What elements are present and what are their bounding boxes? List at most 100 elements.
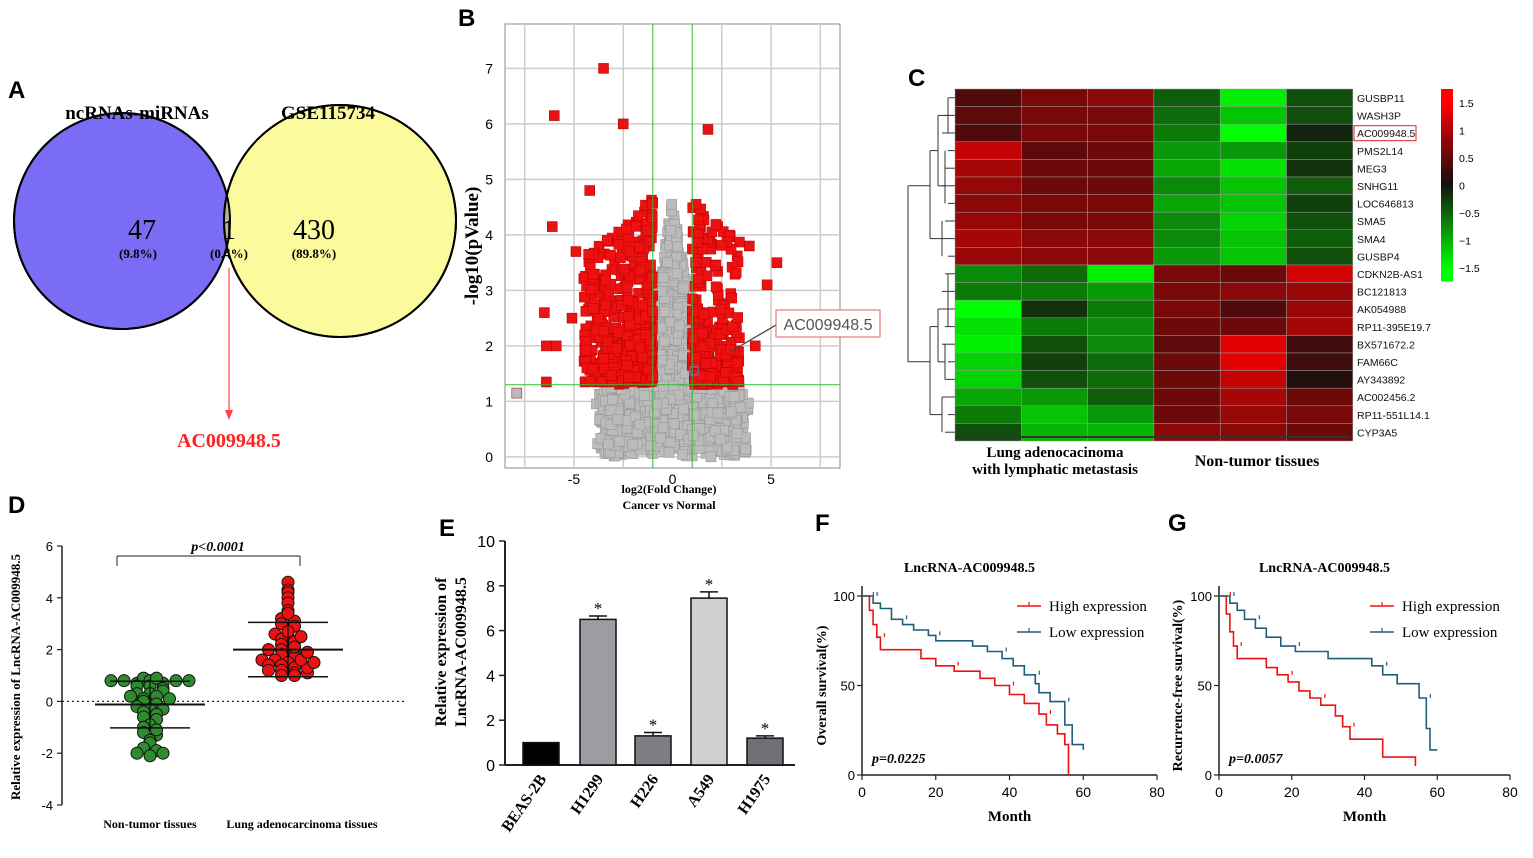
colorbar-segment: [1441, 129, 1453, 134]
km-x-tick: 60: [1429, 784, 1445, 800]
heatmap-cell: [1021, 194, 1088, 213]
volcano-point-sig: [690, 352, 701, 363]
volcano-point-ns: [728, 391, 740, 402]
heatmap-cell: [1153, 423, 1221, 442]
venn-set-2-circle: [223, 104, 457, 338]
volcano-y-tick: 4: [485, 227, 493, 243]
colorbar-tick: 1.5: [1459, 98, 1474, 110]
panel-b: B 0 1 2 3 4 5 6 7 -5 0 5 AC009948.5 -log10(pValue)…: [458, 5, 881, 512]
panel-label-b: B: [458, 5, 475, 32]
volcano-point-ns: [689, 409, 700, 421]
heatmap-cell: [1087, 159, 1155, 178]
heatmap-cell: [1219, 176, 1287, 195]
km-recurrence-free-survival: LncRNA-AC009948.5 0 50 100 0 20 40 60 80 Month Rec…: [1171, 561, 1518, 825]
volcano-point-ns: [678, 403, 689, 415]
bar-y-label-line-2: LncRNA-AC009948.5: [453, 577, 470, 727]
colorbar-tick: −1: [1459, 236, 1471, 248]
heatmap-cell: [1153, 405, 1221, 424]
heatmap-cell: [1219, 282, 1287, 301]
heatmap-cell: [1286, 352, 1354, 371]
volcano-point-sig: [580, 335, 591, 347]
heatmap-cell: [1087, 370, 1155, 389]
bar-h226: [634, 735, 672, 766]
colorbar-segment: [1441, 177, 1453, 182]
volcano-point-sig: [624, 319, 635, 331]
volcano-point-outlier: [761, 279, 773, 291]
km-x-tick: 20: [928, 784, 944, 800]
volcano-y-tick: 7: [485, 60, 493, 76]
heatmap-cell: [1087, 106, 1155, 125]
heatmap-cell: [1219, 335, 1287, 354]
dot-point: [307, 656, 321, 670]
venn-intersection-count: 1: [222, 215, 236, 246]
volcano-callout-label: AC009948.5: [784, 317, 873, 334]
volcano-point-outlier: [744, 240, 755, 252]
dot-point: [288, 640, 301, 654]
colorbar-tick: −0.5: [1459, 208, 1480, 220]
volcano-point-sig: [635, 264, 646, 276]
dot-point: [150, 671, 163, 685]
km-x-label: Month: [988, 809, 1032, 825]
heatmap-cell: [1153, 159, 1221, 178]
volcano-point-sig: [606, 369, 617, 381]
heatmap-cell: [1021, 141, 1088, 160]
dot-point: [124, 689, 137, 703]
volcano-point-sig: [710, 260, 721, 271]
km-curve-high: [1219, 595, 1417, 766]
colorbar-segment: [1441, 137, 1453, 142]
colorbar-segment: [1441, 245, 1453, 250]
colorbar-tick: 0: [1459, 181, 1465, 193]
venn-intersection-gene: AC009948.5: [177, 430, 281, 452]
volcano-point-ns: [731, 428, 743, 439]
volcano-point-ns: [655, 432, 666, 444]
volcano-point-ns: [607, 394, 618, 406]
heatmap-cell: [954, 123, 1022, 143]
volcano-point-ns: [658, 335, 670, 347]
heatmap-cell: [1021, 88, 1088, 107]
colorbar-tick: 1: [1459, 126, 1465, 138]
venn-set-2-count: 430: [293, 215, 335, 246]
heatmap-dendrogram: [907, 97, 955, 433]
bar-marks: BEAS-2B * H1299 * H226 * A549 * H1975: [499, 575, 784, 835]
panel-c: C GUSBP11 WASH3P AC009948.5 PMS2L14 MEG3 SNHG…: [907, 65, 1480, 478]
heatmap-cell: [1219, 123, 1287, 143]
volcano-point-outlier: [584, 185, 595, 196]
volcano-point-sig: [636, 351, 648, 363]
dot-point: [156, 746, 170, 760]
volcano-point-sig: [641, 225, 653, 237]
heatmap-cell: [954, 176, 1022, 195]
volcano-point-ns: [721, 441, 733, 453]
volcano-x-label: log2(Fold Change): [621, 482, 716, 496]
bar-y-tick: 6: [486, 624, 495, 641]
volcano-y-tick: 1: [485, 393, 493, 409]
volcano-point-sig: [634, 342, 646, 353]
heatmap-cell: [954, 141, 1022, 160]
panel-label-g: G: [1168, 510, 1187, 537]
volcano-point-ns: [665, 225, 677, 236]
dot-point: [275, 669, 288, 682]
heatmap-cell: [954, 335, 1022, 354]
heatmap-cell: [1087, 247, 1155, 266]
heatmap-gene-label: WASH3P: [1357, 111, 1401, 123]
volcano-point-sig: [725, 344, 736, 356]
heatmap-cell: [1219, 247, 1287, 266]
heatmap-cell: [1087, 194, 1155, 213]
heatmap-cell: [1153, 387, 1221, 407]
heatmap-cell: [1087, 387, 1155, 407]
volcano-point-sig: [732, 312, 743, 323]
volcano-point-sig: [585, 284, 597, 296]
bar-beas-2b: [522, 741, 560, 766]
heatmap-cell: [1021, 282, 1088, 301]
heatmap-cell: [1286, 335, 1354, 354]
volcano-point-sig: [621, 359, 633, 371]
heatmap-gene-label: AK054988: [1357, 304, 1406, 316]
dot-y-tick: 4: [46, 591, 53, 606]
km-y-tick: 100: [1190, 589, 1212, 604]
colorbar-segment: [1441, 89, 1453, 94]
colorbar-segment: [1441, 173, 1453, 178]
volcano-y-tick: 0: [485, 449, 493, 465]
volcano-point-sig: [697, 341, 708, 352]
heatmap-cell: [1219, 370, 1287, 389]
km-legend-label: High expression: [1402, 599, 1500, 615]
volcano-point-sig: [687, 333, 699, 345]
